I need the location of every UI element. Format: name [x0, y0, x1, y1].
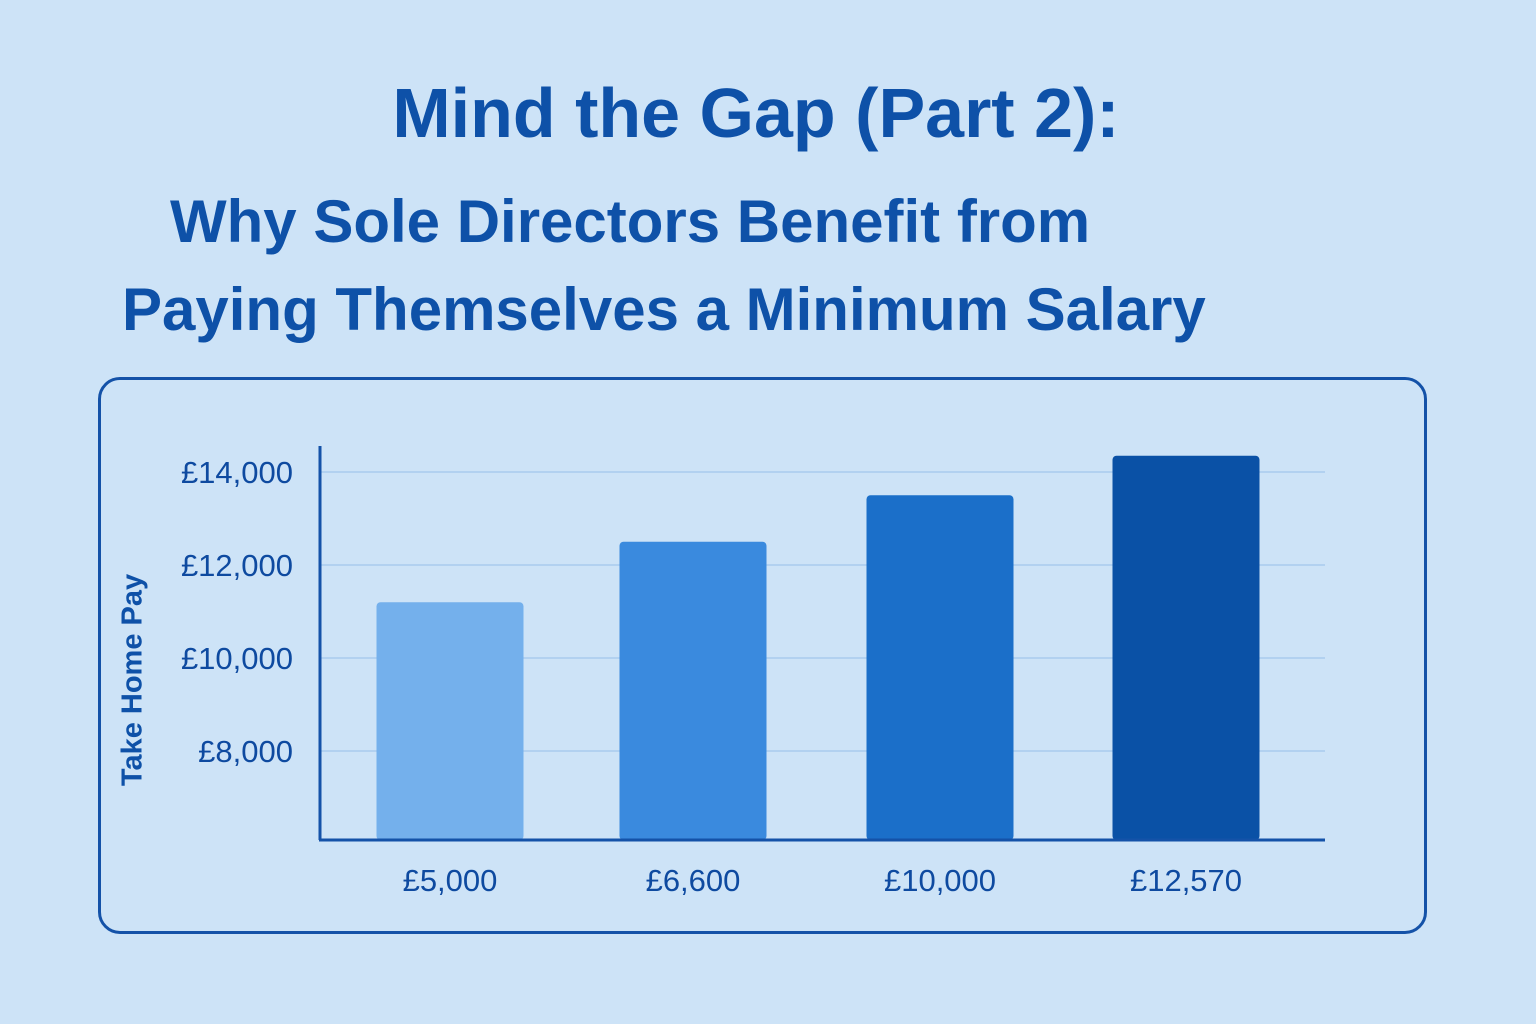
y-tick-labels: £8,000 £10,000 £12,000 £14,000: [181, 455, 293, 769]
bar: [619, 541, 767, 840]
bar: [866, 495, 1014, 840]
y-tick-label: £14,000: [181, 455, 293, 490]
x-tick-label: £12,570: [1130, 863, 1242, 898]
bars: [376, 455, 1260, 840]
x-tick-labels: £5,000 £6,600 £10,000 £12,570: [403, 863, 1242, 898]
x-tick-label: £5,000: [403, 863, 498, 898]
bar: [1112, 455, 1260, 840]
x-tick-label: £6,600: [646, 863, 741, 898]
chart-title-line-1: Mind the Gap (Part 2):: [392, 74, 1120, 152]
x-tick-label: £10,000: [884, 863, 996, 898]
chart-frame: [98, 377, 1427, 934]
bar: [376, 602, 524, 840]
chart-title-line-2: Why Sole Directors Benefit from: [170, 188, 1091, 255]
y-tick-label: £8,000: [198, 734, 293, 769]
y-tick-label: £12,000: [181, 548, 293, 583]
chart-title-line-3: Paying Themselves a Minimum Salary: [122, 276, 1206, 343]
y-tick-label: £10,000: [181, 641, 293, 676]
axes: [318, 446, 1325, 842]
